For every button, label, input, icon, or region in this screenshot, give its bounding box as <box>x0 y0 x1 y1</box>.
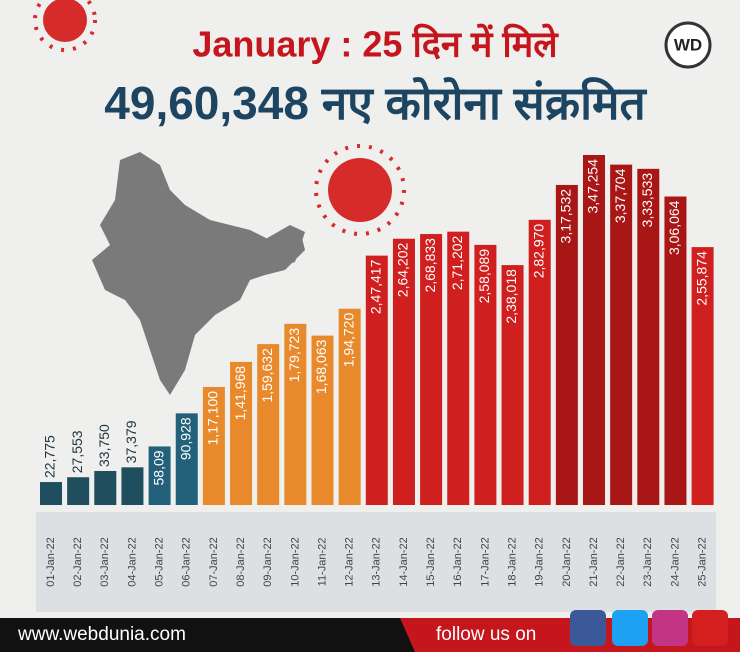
bar <box>583 155 605 505</box>
bar <box>67 477 90 505</box>
x-tick-label: 17-Jan-22 <box>479 537 491 587</box>
value-label: 3,33,533 <box>639 173 655 228</box>
value-label: 1,41,968 <box>232 366 248 421</box>
bar <box>230 361 253 505</box>
bar <box>121 467 144 505</box>
bar <box>284 323 307 505</box>
x-tick-label: 22-Jan-22 <box>615 537 627 587</box>
value-label: 2,68,833 <box>422 238 438 293</box>
bar <box>148 446 171 505</box>
x-tick-label: 10-Jan-22 <box>289 537 301 587</box>
value-label: 37,379 <box>123 420 139 463</box>
bar <box>40 482 62 505</box>
x-tick-label: 23-Jan-22 <box>642 537 654 587</box>
x-tick-label: 21-Jan-22 <box>588 537 600 587</box>
x-tick-label: 25-Jan-22 <box>697 537 709 587</box>
x-tick-label: 15-Jan-22 <box>425 537 437 587</box>
bar <box>555 184 578 505</box>
value-label: 33,750 <box>96 424 112 467</box>
value-label: 2,47,417 <box>368 259 384 314</box>
x-tick-label: 06-Jan-22 <box>181 537 193 587</box>
twitter-icon[interactable] <box>612 610 648 646</box>
value-label: 1,68,063 <box>313 339 329 394</box>
value-label: 27,553 <box>69 430 85 473</box>
value-label: 1,59,632 <box>259 348 275 403</box>
x-tick-label: 08-Jan-22 <box>235 537 247 587</box>
value-label: 3,37,704 <box>612 168 628 223</box>
x-tick-label: 18-Jan-22 <box>506 537 518 587</box>
x-tick-label: 11-Jan-22 <box>316 538 328 587</box>
x-tick-label: 07-Jan-22 <box>208 537 220 587</box>
x-tick-label: 01-Jan-22 <box>45 537 57 587</box>
value-label: 58,09 <box>150 450 166 485</box>
bar <box>202 386 225 505</box>
bar <box>257 344 280 505</box>
chart-subtitle: 49,60,348 नए कोरोना संक्रमित <box>104 77 647 129</box>
value-label: 1,17,100 <box>205 391 221 446</box>
chart-title: January : 25 दिन में मिले <box>192 24 559 65</box>
value-label: 1,79,723 <box>286 328 302 383</box>
bar <box>637 168 660 505</box>
value-label: 3,17,532 <box>558 189 574 244</box>
x-tick-label: 09-Jan-22 <box>262 537 274 587</box>
bar <box>447 231 470 506</box>
x-tick-label: 20-Jan-22 <box>561 537 573 587</box>
virus-icon <box>33 0 406 236</box>
bar <box>175 413 198 505</box>
value-label: 2,82,970 <box>530 224 546 279</box>
x-tick-label: 04-Jan-22 <box>126 537 138 587</box>
website[interactable]: www.webdunia.com <box>17 624 186 645</box>
logo <box>664 21 712 69</box>
value-label: 2,55,874 <box>693 251 709 306</box>
value-label: 2,64,202 <box>395 242 411 297</box>
bar <box>664 196 687 505</box>
value-label: 3,06,064 <box>666 200 682 255</box>
bar <box>610 164 633 505</box>
value-label: 2,58,089 <box>476 249 492 304</box>
x-tick-label: 14-Jan-22 <box>398 537 410 587</box>
x-tick-label: 05-Jan-22 <box>154 537 166 587</box>
bar <box>691 247 714 506</box>
india-map <box>255 225 305 270</box>
youtube-icon[interactable] <box>692 610 728 646</box>
bar <box>311 335 334 505</box>
bar <box>94 470 117 505</box>
value-label: 1,94,720 <box>340 313 356 368</box>
x-tick-label: 19-Jan-22 <box>534 537 546 587</box>
instagram-icon[interactable] <box>652 610 688 646</box>
date-band <box>36 512 716 612</box>
bar <box>501 265 524 505</box>
x-tick-label: 02-Jan-22 <box>72 537 84 587</box>
bar <box>338 308 361 505</box>
facebook-icon[interactable] <box>570 610 606 646</box>
bar <box>365 255 388 505</box>
value-label: 90,928 <box>177 417 193 460</box>
x-tick-label: 24-Jan-22 <box>669 537 681 587</box>
follow-text: follow us on <box>436 624 536 645</box>
value-label: 2,38,018 <box>503 269 519 324</box>
india-map <box>92 152 305 395</box>
x-tick-label: 03-Jan-22 <box>99 537 111 587</box>
bar <box>474 244 497 505</box>
bar <box>392 238 415 506</box>
value-label: 2,71,202 <box>449 235 465 290</box>
value-label: 22,775 <box>42 435 58 478</box>
x-tick-label: 13-Jan-22 <box>371 537 383 587</box>
x-tick-label: 16-Jan-22 <box>452 537 464 587</box>
bar <box>420 234 443 505</box>
x-tick-label: 12-Jan-22 <box>344 537 356 587</box>
value-label: 3,47,254 <box>585 159 601 214</box>
logo-text: WD <box>674 35 702 54</box>
bar <box>528 219 551 505</box>
